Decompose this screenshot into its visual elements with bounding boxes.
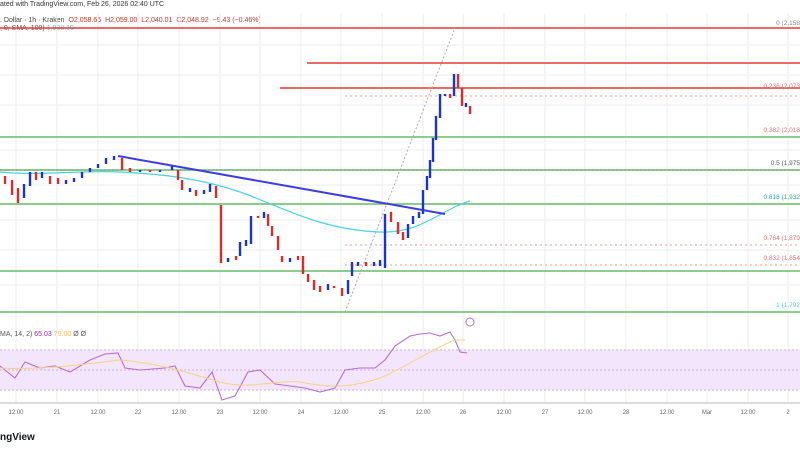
rsi-label: MA, 14, 2) (0, 331, 33, 338)
x-label: 12:00 (577, 410, 593, 416)
x-label: 12:00 (252, 410, 268, 416)
x-label: Mar (701, 410, 713, 416)
fib-label-1: 1 (1,792 (776, 302, 800, 309)
low-value: L2,040.01 (141, 17, 173, 24)
ohlc-legend: . Dollar · 1h · Kraken O2,058.66 H2,059.… (0, 17, 261, 24)
x-label: 12:00 (496, 410, 512, 416)
x-label: 27 (541, 410, 549, 416)
x-label: 2 (786, 410, 790, 416)
x-label: 12:00 (8, 410, 24, 416)
rsi-ma-value: 79.00 (53, 331, 72, 338)
fib-label-0618: 0.618 (1,932 (763, 194, 800, 201)
symbol-label: . Dollar · 1h · Kraken (0, 17, 65, 24)
fib-label-0764: 0.764 (1,879 (763, 235, 800, 242)
change-value: −9.43 (−0.46%) (212, 17, 261, 24)
alert-icon[interactable] (465, 317, 475, 327)
rsi-icons: Ø Ø (73, 331, 87, 338)
x-label: 12:00 (415, 410, 431, 416)
x-label: 21 (53, 410, 61, 416)
fib-label-05: 0.5 (1,975 (770, 160, 800, 167)
rsi-value: 65.03 (34, 331, 52, 338)
x-label: 12:00 (90, 410, 106, 416)
fib-label-0: 0 (2,158 (776, 20, 800, 27)
fib-label-0236: 0.236 (2,073 (763, 83, 800, 90)
x-label: 28 (622, 410, 630, 416)
published-info: ated with TradingView.com, Feb 26, 2026 … (0, 1, 165, 8)
x-label: 26 (459, 410, 467, 416)
x-label: 23 (216, 410, 224, 416)
x-label: 12:00 (659, 410, 675, 416)
open-value: O2,058.66 (68, 17, 102, 24)
x-label: 22 (134, 410, 142, 416)
high-value: H2,059.00 (105, 17, 138, 24)
tradingview-logo: ngView (0, 432, 35, 443)
x-label: 25 (378, 410, 386, 416)
x-label: 12:00 (740, 410, 756, 416)
x-label: 12:00 (171, 410, 187, 416)
fib-label-0832: 0.832 (1,854 (763, 255, 800, 262)
close-value: C2,048.92 (176, 17, 209, 24)
fib-label-0382: 0.382 (2,018 (763, 127, 800, 134)
x-label: 12:00 (333, 410, 349, 416)
rsi-legend: MA, 14, 2) 65.03 79.00 Ø Ø (0, 331, 86, 338)
x-label: 24 (297, 410, 305, 416)
